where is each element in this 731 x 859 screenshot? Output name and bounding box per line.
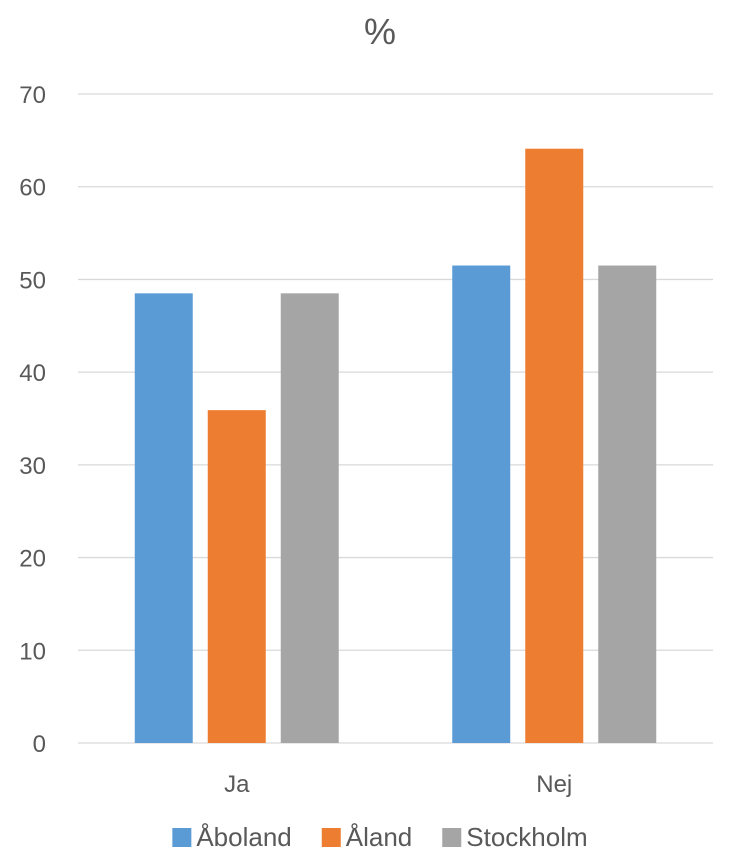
legend-label: Stockholm <box>466 822 587 852</box>
bar <box>207 410 266 743</box>
y-tick-label: 10 <box>19 638 46 665</box>
x-tick-label: Nej <box>536 771 572 798</box>
bar <box>452 265 511 743</box>
legend-swatch <box>172 828 192 847</box>
bar <box>525 148 584 744</box>
bar <box>598 265 657 743</box>
y-axis-ticks: 0 10 20 30 40 50 60 70 <box>19 82 46 758</box>
y-tick-label: 30 <box>19 453 46 480</box>
legend-item: Stockholm <box>442 822 588 852</box>
y-tick-label: 50 <box>19 267 46 294</box>
chart-title: % <box>364 11 396 52</box>
bar <box>134 293 193 743</box>
y-tick-label: 60 <box>19 175 46 202</box>
bar <box>280 293 339 743</box>
legend-item: Åland <box>321 822 413 852</box>
legend-label: Åland <box>346 822 413 852</box>
y-tick-label: 0 <box>33 731 46 758</box>
x-tick-label: Ja <box>224 771 250 798</box>
y-tick-label: 70 <box>19 82 46 109</box>
y-tick-label: 40 <box>19 360 46 387</box>
legend-label: Åboland <box>196 822 291 852</box>
x-axis-ticks: Ja Nej <box>224 771 572 798</box>
legend-swatch <box>442 828 462 847</box>
legend: Åboland Åland Stockholm <box>172 822 588 852</box>
y-tick-label: 20 <box>19 546 46 573</box>
legend-item: Åboland <box>172 822 292 852</box>
bars <box>134 148 657 744</box>
legend-swatch <box>321 828 341 847</box>
